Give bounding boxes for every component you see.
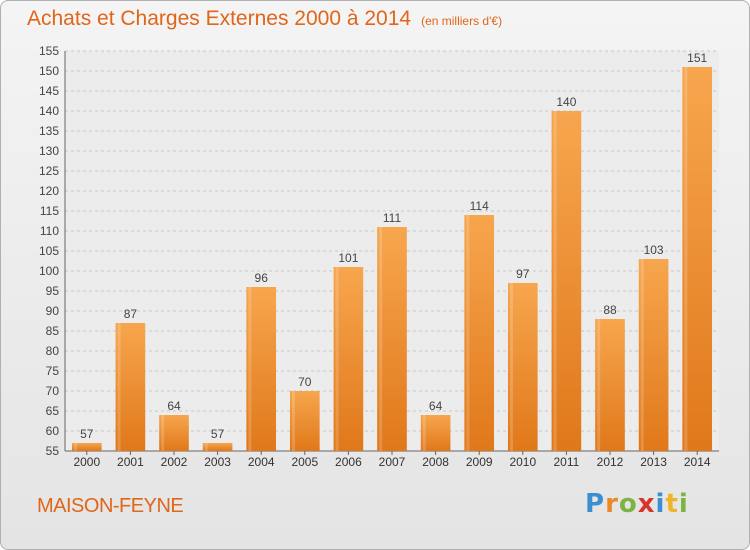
- data-label: 57: [80, 427, 94, 441]
- bar-highlight: [422, 415, 426, 451]
- x-tick-label: 2000: [73, 455, 100, 469]
- data-label: 111: [383, 211, 402, 225]
- x-tick-label: 2007: [379, 455, 406, 469]
- bar-highlight: [466, 215, 470, 451]
- bar-highlight: [335, 267, 339, 451]
- data-label: 57: [211, 427, 225, 441]
- y-tick-label: 135: [39, 124, 59, 138]
- y-tick-label: 120: [39, 184, 59, 198]
- bar: [333, 267, 364, 451]
- x-tick-label: 2009: [466, 455, 493, 469]
- bar: [289, 391, 320, 451]
- x-tick-label: 2014: [684, 455, 711, 469]
- y-tick-label: 90: [46, 304, 60, 318]
- x-tick-label: 2001: [117, 455, 144, 469]
- chart-subtitle: (en milliers d'€): [421, 14, 503, 28]
- x-tick-label: 2006: [335, 455, 362, 469]
- y-tick-label: 75: [46, 364, 60, 378]
- data-label: 151: [687, 51, 707, 65]
- x-tick-label: 2002: [161, 455, 188, 469]
- y-tick-label: 70: [46, 384, 60, 398]
- y-tick-label: 65: [46, 404, 60, 418]
- bar-highlight: [684, 67, 688, 451]
- proxiti-logo: Proxiti: [585, 489, 689, 519]
- data-label: 64: [167, 399, 181, 413]
- bar: [638, 259, 669, 451]
- y-tick-label: 145: [39, 84, 59, 98]
- data-label: 101: [338, 251, 358, 265]
- bar: [71, 443, 102, 451]
- bar-highlight: [73, 443, 77, 451]
- bar: [202, 443, 233, 451]
- bar: [246, 287, 277, 451]
- y-tick-label: 125: [39, 164, 59, 178]
- data-label: 64: [429, 399, 443, 413]
- y-tick-label: 105: [39, 244, 59, 258]
- chart-title: Achats et Charges Externes 2000 à 2014 (e…: [27, 7, 502, 31]
- bar: [420, 415, 451, 451]
- bar: [682, 67, 713, 451]
- y-tick-label: 140: [39, 104, 59, 118]
- data-label: 87: [124, 307, 138, 321]
- x-tick-label: 2008: [422, 455, 449, 469]
- bar-highlight: [597, 319, 601, 451]
- bar: [507, 283, 538, 451]
- x-tick-label: 2013: [640, 455, 667, 469]
- data-label: 103: [644, 243, 664, 257]
- y-tick-label: 100: [39, 264, 59, 278]
- y-tick-label: 60: [46, 424, 60, 438]
- bar-highlight: [161, 415, 165, 451]
- x-tick-label: 2010: [509, 455, 536, 469]
- data-label: 97: [516, 267, 530, 281]
- bar-highlight: [509, 283, 513, 451]
- bar: [464, 215, 495, 451]
- y-tick-label: 110: [40, 224, 59, 238]
- bar-highlight: [553, 111, 557, 451]
- bar-highlight: [291, 391, 295, 451]
- bar-highlight: [117, 323, 121, 451]
- bar: [115, 323, 146, 451]
- bar-highlight: [204, 443, 208, 451]
- y-tick-label: 80: [46, 344, 60, 358]
- y-tick-label: 85: [46, 324, 60, 338]
- data-label: 114: [470, 199, 489, 213]
- y-tick-label: 150: [39, 64, 59, 78]
- bar: [159, 415, 189, 451]
- y-tick-label: 155: [39, 44, 59, 58]
- data-label: 140: [556, 95, 576, 109]
- chart-title-text: Achats et Charges Externes 2000 à 2014: [27, 7, 412, 30]
- town-name: MAISON-FEYNE: [37, 495, 184, 517]
- y-tick-label: 95: [46, 284, 60, 298]
- data-label: 96: [255, 271, 269, 285]
- x-tick-label: 2005: [291, 455, 318, 469]
- data-label: 70: [298, 375, 312, 389]
- data-label: 88: [603, 303, 617, 317]
- y-tick-label: 55: [46, 444, 60, 458]
- x-tick-label: 2004: [248, 455, 275, 469]
- bar-highlight: [248, 287, 252, 451]
- x-tick-label: 2012: [597, 455, 624, 469]
- y-tick-label: 115: [40, 204, 59, 218]
- y-tick-label: 130: [39, 144, 59, 158]
- bar: [595, 319, 625, 451]
- bar: [551, 111, 582, 451]
- bar-highlight: [379, 227, 383, 451]
- bar: [377, 227, 407, 451]
- x-tick-label: 2003: [204, 455, 231, 469]
- x-tick-label: 2011: [553, 455, 579, 469]
- bar-highlight: [640, 259, 644, 451]
